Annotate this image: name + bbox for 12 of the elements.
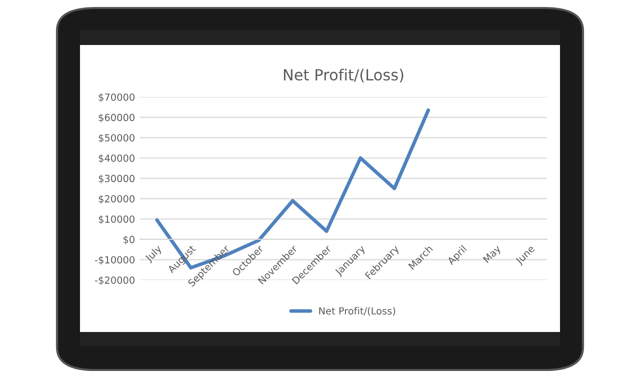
- y-tick-label: -$10000: [94, 256, 134, 265]
- y-tick-label: $0: [124, 236, 134, 244]
- y-tick-label: $60000: [98, 114, 134, 122]
- y-tick-label: $40000: [98, 154, 134, 164]
- chart-title: Net Profit/(Loss): [284, 68, 404, 82]
- y-tick-label: $30000: [98, 174, 134, 184]
- y-tick-label: -$20000: [94, 276, 134, 286]
- y-tick-label: $70000: [98, 93, 134, 102]
- legend-label: Net Profit/(Loss): [319, 307, 396, 316]
- y-tick-label: $50000: [98, 134, 134, 143]
- y-tick-label: $20000: [98, 194, 134, 204]
- y-tick-label: $10000: [98, 215, 134, 224]
